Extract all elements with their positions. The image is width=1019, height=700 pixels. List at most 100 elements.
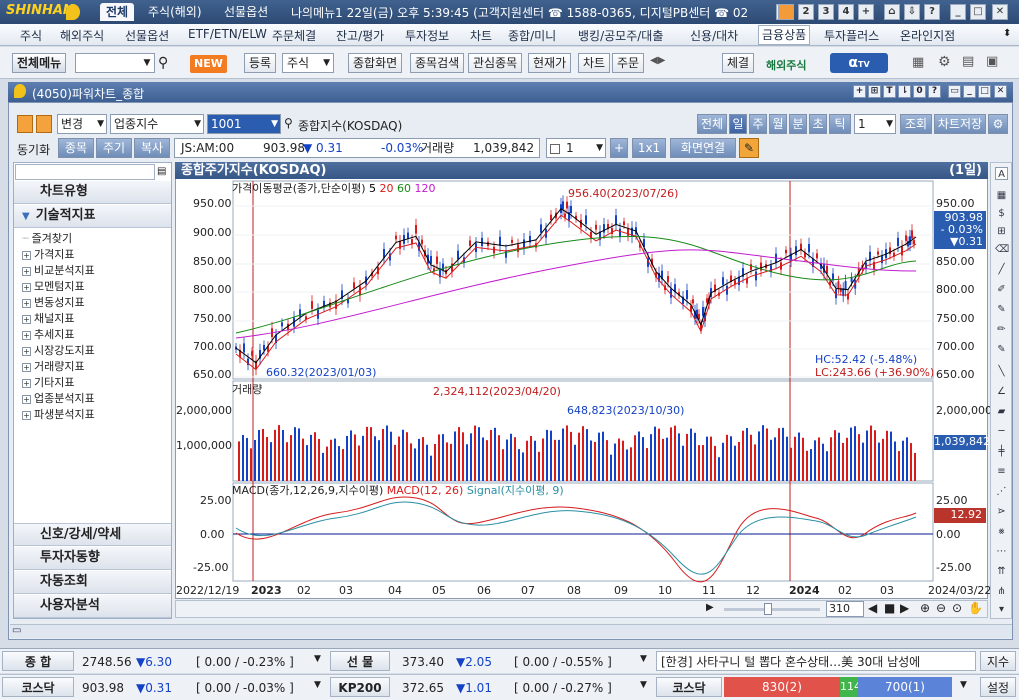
chevron-down-icon[interactable]: ▼ — [640, 680, 647, 690]
tree-item-volume[interactable]: + 거래량지표 — [22, 360, 85, 373]
indicator-search-input[interactable] — [15, 164, 155, 180]
vertical-line-icon[interactable]: ╪ — [998, 446, 1005, 457]
brush-tool-icon[interactable]: ✐ — [997, 284, 1006, 295]
order-button[interactable]: 주문 — [612, 53, 645, 73]
period-day-button[interactable]: 일 — [729, 114, 747, 134]
period-count-combo[interactable]: 1 ▼ — [854, 114, 896, 134]
search-icon[interactable]: ⚲ — [158, 55, 169, 71]
news-ticker[interactable]: [한경] 사타구니 털 뽑다 혼수상태…美 30대 남성에 — [656, 651, 976, 671]
monitor-icon[interactable]: ▣ — [986, 54, 999, 69]
close-button[interactable]: ✕ — [992, 4, 1008, 20]
tab-stock-overseas[interactable]: 주식(해외) — [148, 5, 202, 19]
user-analysis-header[interactable]: 사용자분석 — [14, 595, 171, 618]
window-text-button[interactable]: T — [883, 85, 896, 98]
menu-item-invest-info[interactable]: 투자정보 — [405, 29, 450, 43]
chevron-down-icon[interactable]: ▼ — [143, 58, 151, 68]
register-button[interactable]: 등록 — [244, 53, 277, 73]
signal-header[interactable]: 신호/강세/약세 — [14, 523, 171, 546]
sync-period-button[interactable]: 주기 — [96, 138, 132, 158]
home-button[interactable]: ⌂ — [884, 4, 900, 20]
maximize-button[interactable]: □ — [970, 4, 986, 20]
tree-item-compare[interactable]: + 비교분석지표 — [22, 264, 95, 277]
screen-3-button[interactable]: 3 — [818, 4, 834, 20]
layout-icon[interactable]: ▤ — [962, 54, 975, 69]
zoom-out-icon[interactable]: ⊖ — [936, 601, 947, 615]
all-menu-button[interactable]: 전체메뉴 — [12, 53, 67, 73]
window-zero-button[interactable]: 0 — [913, 85, 926, 98]
tree-item-sector[interactable]: + 업종분석지표 — [22, 392, 95, 405]
menu-item-futures[interactable]: 선물옵션 — [125, 29, 170, 43]
gear-icon[interactable]: ⚙ — [938, 54, 951, 70]
tree-item-market-strength[interactable]: + 시장강도지표 — [22, 344, 95, 357]
execution-button[interactable]: 체결 — [722, 53, 755, 73]
angle-tool-icon[interactable]: ∠ — [997, 386, 1006, 397]
search-icon[interactable]: ⚲ — [284, 116, 293, 130]
download-button[interactable]: ⇩ — [904, 4, 920, 20]
summary-screen-button[interactable]: 종합화면 — [348, 53, 403, 73]
sync-stock-button[interactable]: 종목 — [58, 138, 94, 158]
zoom-slider-thumb[interactable] — [764, 603, 772, 615]
zoom-reset-icon[interactable]: ⊙ — [952, 601, 963, 615]
chevron-down-icon[interactable]: ▼ — [314, 654, 321, 664]
window-maximize-button[interactable]: □ — [978, 85, 991, 98]
sector-combo[interactable]: 업종지수 ▼ — [110, 114, 204, 134]
investor-trend-header[interactable]: 투자자동향 — [14, 547, 171, 570]
window-help-button[interactable]: ? — [928, 85, 941, 98]
overseas-stock-link[interactable]: 해외주식 — [766, 59, 807, 72]
help-button[interactable]: ? — [924, 4, 940, 20]
gann-tool-icon[interactable]: ⨳ — [998, 526, 1005, 537]
stop-icon[interactable]: ■ — [884, 601, 896, 615]
tree-item-favorites[interactable]: ┈ 즐겨찾기 — [22, 232, 73, 245]
list-icon[interactable]: ▤ — [157, 166, 167, 177]
add-chart-button[interactable]: + — [610, 138, 628, 158]
menu-scroll-icon[interactable]: ⬍ — [1003, 28, 1012, 39]
watchlist-button[interactable]: 관심종목 — [468, 53, 523, 73]
tree-item-price[interactable]: + 가격지표 — [22, 248, 75, 261]
fibonacci-icon[interactable]: ≡ — [997, 466, 1006, 477]
menu-item-banking[interactable]: 뱅킹/공모주/대출 — [578, 29, 664, 43]
chart-svg[interactable] — [176, 163, 989, 600]
tree-item-volatility[interactable]: + 변동성지표 — [22, 296, 85, 309]
fan-tool-icon[interactable]: ⋗ — [997, 506, 1006, 517]
chart-button[interactable]: 차트 — [578, 53, 611, 73]
chart-area[interactable] — [175, 162, 988, 599]
calculator-icon[interactable]: ▦ — [912, 55, 925, 70]
menu-item-mini[interactable]: 종합/미니 — [508, 29, 557, 43]
text-tool-icon[interactable]: A — [995, 167, 1008, 180]
pan-icon[interactable]: ✋ — [968, 601, 983, 615]
menu-item-stock[interactable]: 주식 — [20, 29, 43, 43]
horizontal-line-icon[interactable]: ─ — [998, 426, 1005, 437]
menu-item-orders[interactable]: 주문체결 — [272, 29, 317, 43]
code-input[interactable]: 1001 ▼ — [207, 114, 281, 134]
chart-type-header[interactable]: 차트유형 — [14, 181, 171, 204]
eraser-tool-icon[interactable]: ⌫ — [995, 244, 1010, 255]
alpha-tv-button[interactable]: αTV — [830, 53, 888, 73]
current-price-button[interactable]: 현재가 — [528, 53, 572, 73]
dollar-tool-icon[interactable]: $ — [998, 208, 1005, 219]
zoom-slider[interactable] — [724, 608, 820, 611]
layout-toggle-icon[interactable] — [17, 115, 33, 133]
tree-item-channel[interactable]: + 채널지표 — [22, 312, 75, 325]
settings-button[interactable]: 설정 — [980, 677, 1016, 697]
period-month-button[interactable]: 월 — [769, 114, 787, 134]
sync-copy-button[interactable]: 복사 — [134, 138, 170, 158]
cycle-tool-icon[interactable]: ⋯ — [996, 546, 1007, 557]
menu-search-input[interactable] — [75, 53, 155, 73]
pencil-tool-icon[interactable]: ✎ — [997, 344, 1006, 355]
screen-link-button[interactable]: 화면연결 — [670, 138, 736, 158]
more-tools-icon[interactable]: ▾ — [998, 604, 1005, 615]
stock-search-button[interactable]: 종목검색 — [410, 53, 465, 73]
chevron-down-icon[interactable]: ▼ — [640, 654, 647, 664]
tree-item-other[interactable]: + 기타지표 — [22, 376, 75, 389]
change-combo[interactable]: 변경 ▼ — [57, 114, 107, 134]
tech-indicator-header[interactable]: ▼ 기술적지표 — [14, 205, 171, 228]
window-pin-button[interactable]: ⇂ — [898, 85, 911, 98]
tab-all[interactable]: 전체 — [100, 3, 135, 21]
diagonal-line-icon[interactable]: ╲ — [998, 366, 1005, 377]
arrow-tool-icon[interactable]: ⇈ — [997, 566, 1006, 577]
add-screen-button[interactable]: + — [858, 4, 874, 20]
fill-tool-icon[interactable]: ▰ — [997, 406, 1006, 417]
period-tick-button[interactable]: 틱 — [829, 114, 851, 134]
menu-item-etf[interactable]: ETF/ETN/ELW — [188, 27, 267, 41]
layout-ratio-button[interactable]: 1x1 — [632, 138, 666, 158]
